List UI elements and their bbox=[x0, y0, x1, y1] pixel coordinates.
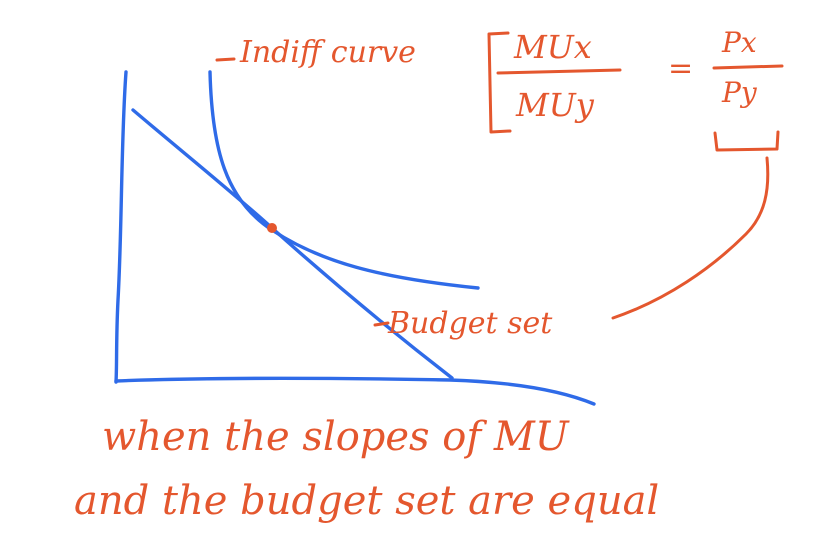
formula-left-fraction-bar bbox=[496, 68, 622, 75]
caption-line-2: and the budget set are equal bbox=[74, 478, 659, 524]
formula-right-numerator: Px bbox=[721, 26, 757, 59]
y-axis bbox=[114, 70, 128, 384]
formula-equals-sign: = bbox=[668, 51, 693, 86]
indiff-label-leader bbox=[215, 57, 236, 62]
x-axis bbox=[114, 376, 596, 406]
formula-to-budget-connector bbox=[611, 156, 770, 320]
formula-right-bracket bbox=[713, 130, 780, 152]
indifference-curve bbox=[208, 70, 480, 290]
tangency-point bbox=[267, 223, 277, 233]
caption-line-1: when the slopes of MU bbox=[102, 414, 570, 460]
indiff-curve-label: Indiff curve bbox=[239, 35, 416, 70]
formula-right-denominator: Py bbox=[721, 76, 758, 109]
formula-left-denominator: MUy bbox=[515, 86, 595, 124]
formula-left-bracket bbox=[487, 31, 512, 134]
budget-set-label: Budget set bbox=[387, 306, 553, 341]
formula-right-fraction-bar bbox=[712, 64, 784, 70]
formula-left-numerator: MUx bbox=[513, 28, 592, 66]
budget-label-leader bbox=[373, 321, 390, 327]
